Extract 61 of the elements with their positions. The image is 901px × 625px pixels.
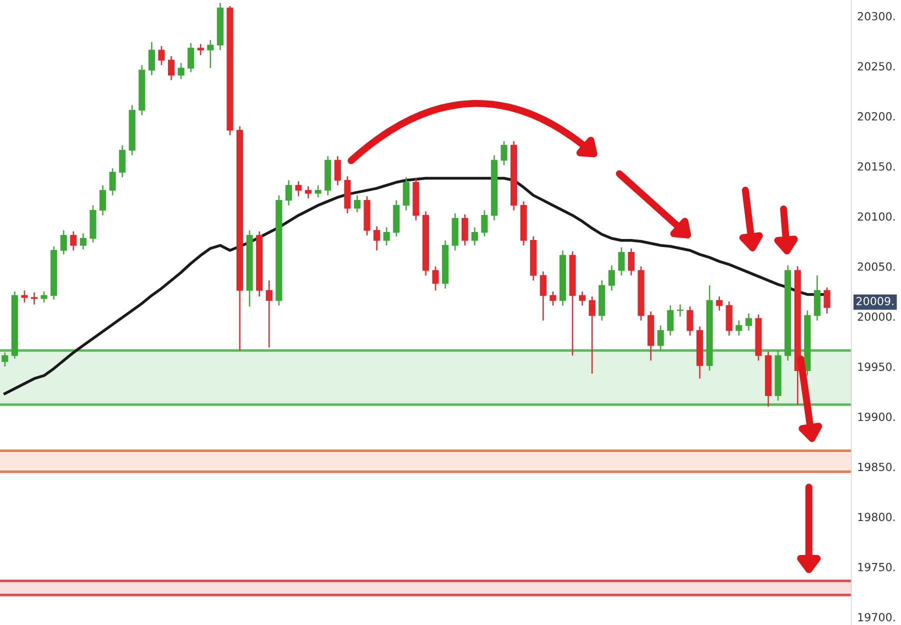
candlestick [383, 226, 390, 246]
candlestick [148, 41, 155, 76]
candlestick [60, 230, 67, 256]
candlestick [676, 304, 684, 318]
candlestick [334, 156, 341, 186]
y-tick-label: 20200. [858, 112, 895, 121]
candlestick [402, 176, 410, 211]
y-tick-label: 19850. [858, 462, 895, 472]
y-tick-label: 19750. [858, 562, 895, 572]
candlestick [618, 246, 625, 276]
candlestick [471, 226, 478, 246]
candlestick [657, 324, 664, 352]
y-tick-label: 19900. [858, 412, 895, 422]
candlestick [500, 140, 508, 166]
y-tick-label: 19950. [858, 362, 895, 371]
candlestick [462, 214, 468, 246]
candlestick [178, 62, 184, 80]
candlestick [686, 306, 694, 336]
y-tick-label: 19700. [858, 612, 895, 622]
candlestick [736, 320, 742, 336]
y-tick-label: 20100. [858, 212, 895, 221]
candlestick [266, 280, 272, 348]
candlestick [608, 264, 615, 292]
candlestick [295, 180, 302, 197]
candlestick [314, 184, 322, 198]
candlestick [188, 42, 194, 73]
candlestick [481, 210, 488, 238]
candlestick [21, 290, 28, 304]
candlestick [158, 45, 165, 66]
candlestick [40, 290, 48, 304]
candlestick [540, 270, 546, 322]
candlestick [109, 168, 116, 196]
candlestick [99, 184, 106, 216]
candlestick [745, 312, 752, 332]
candlestick [304, 186, 312, 199]
candlestick [2, 352, 8, 368]
y-tick-label: 20150. [858, 162, 895, 171]
y-tick-label: 20250. [858, 62, 895, 70]
candlestick [716, 296, 723, 312]
candlestick [588, 296, 596, 374]
candlestick [550, 290, 556, 306]
text: 20009. [856, 296, 894, 306]
candlestick [80, 232, 86, 250]
candlestick [30, 292, 38, 306]
candlestick [667, 304, 674, 336]
candlestick [354, 194, 360, 213]
candlestick [824, 286, 830, 314]
candlestick [168, 55, 175, 81]
y-tick-label: 20000. [858, 312, 895, 321]
candlestick [207, 39, 214, 69]
y-tick-label: 20050. [858, 262, 895, 271]
y-tick-label: 20300. [858, 12, 895, 20]
y-tick-label: 19800. [858, 512, 895, 522]
candlestick [628, 248, 635, 276]
candlestick [579, 290, 586, 306]
candlestick [197, 43, 204, 56]
candlestick [285, 180, 292, 206]
candlestick [119, 144, 126, 178]
candlestick [374, 226, 380, 252]
candlestick [432, 266, 439, 292]
candlestick [70, 230, 77, 252]
